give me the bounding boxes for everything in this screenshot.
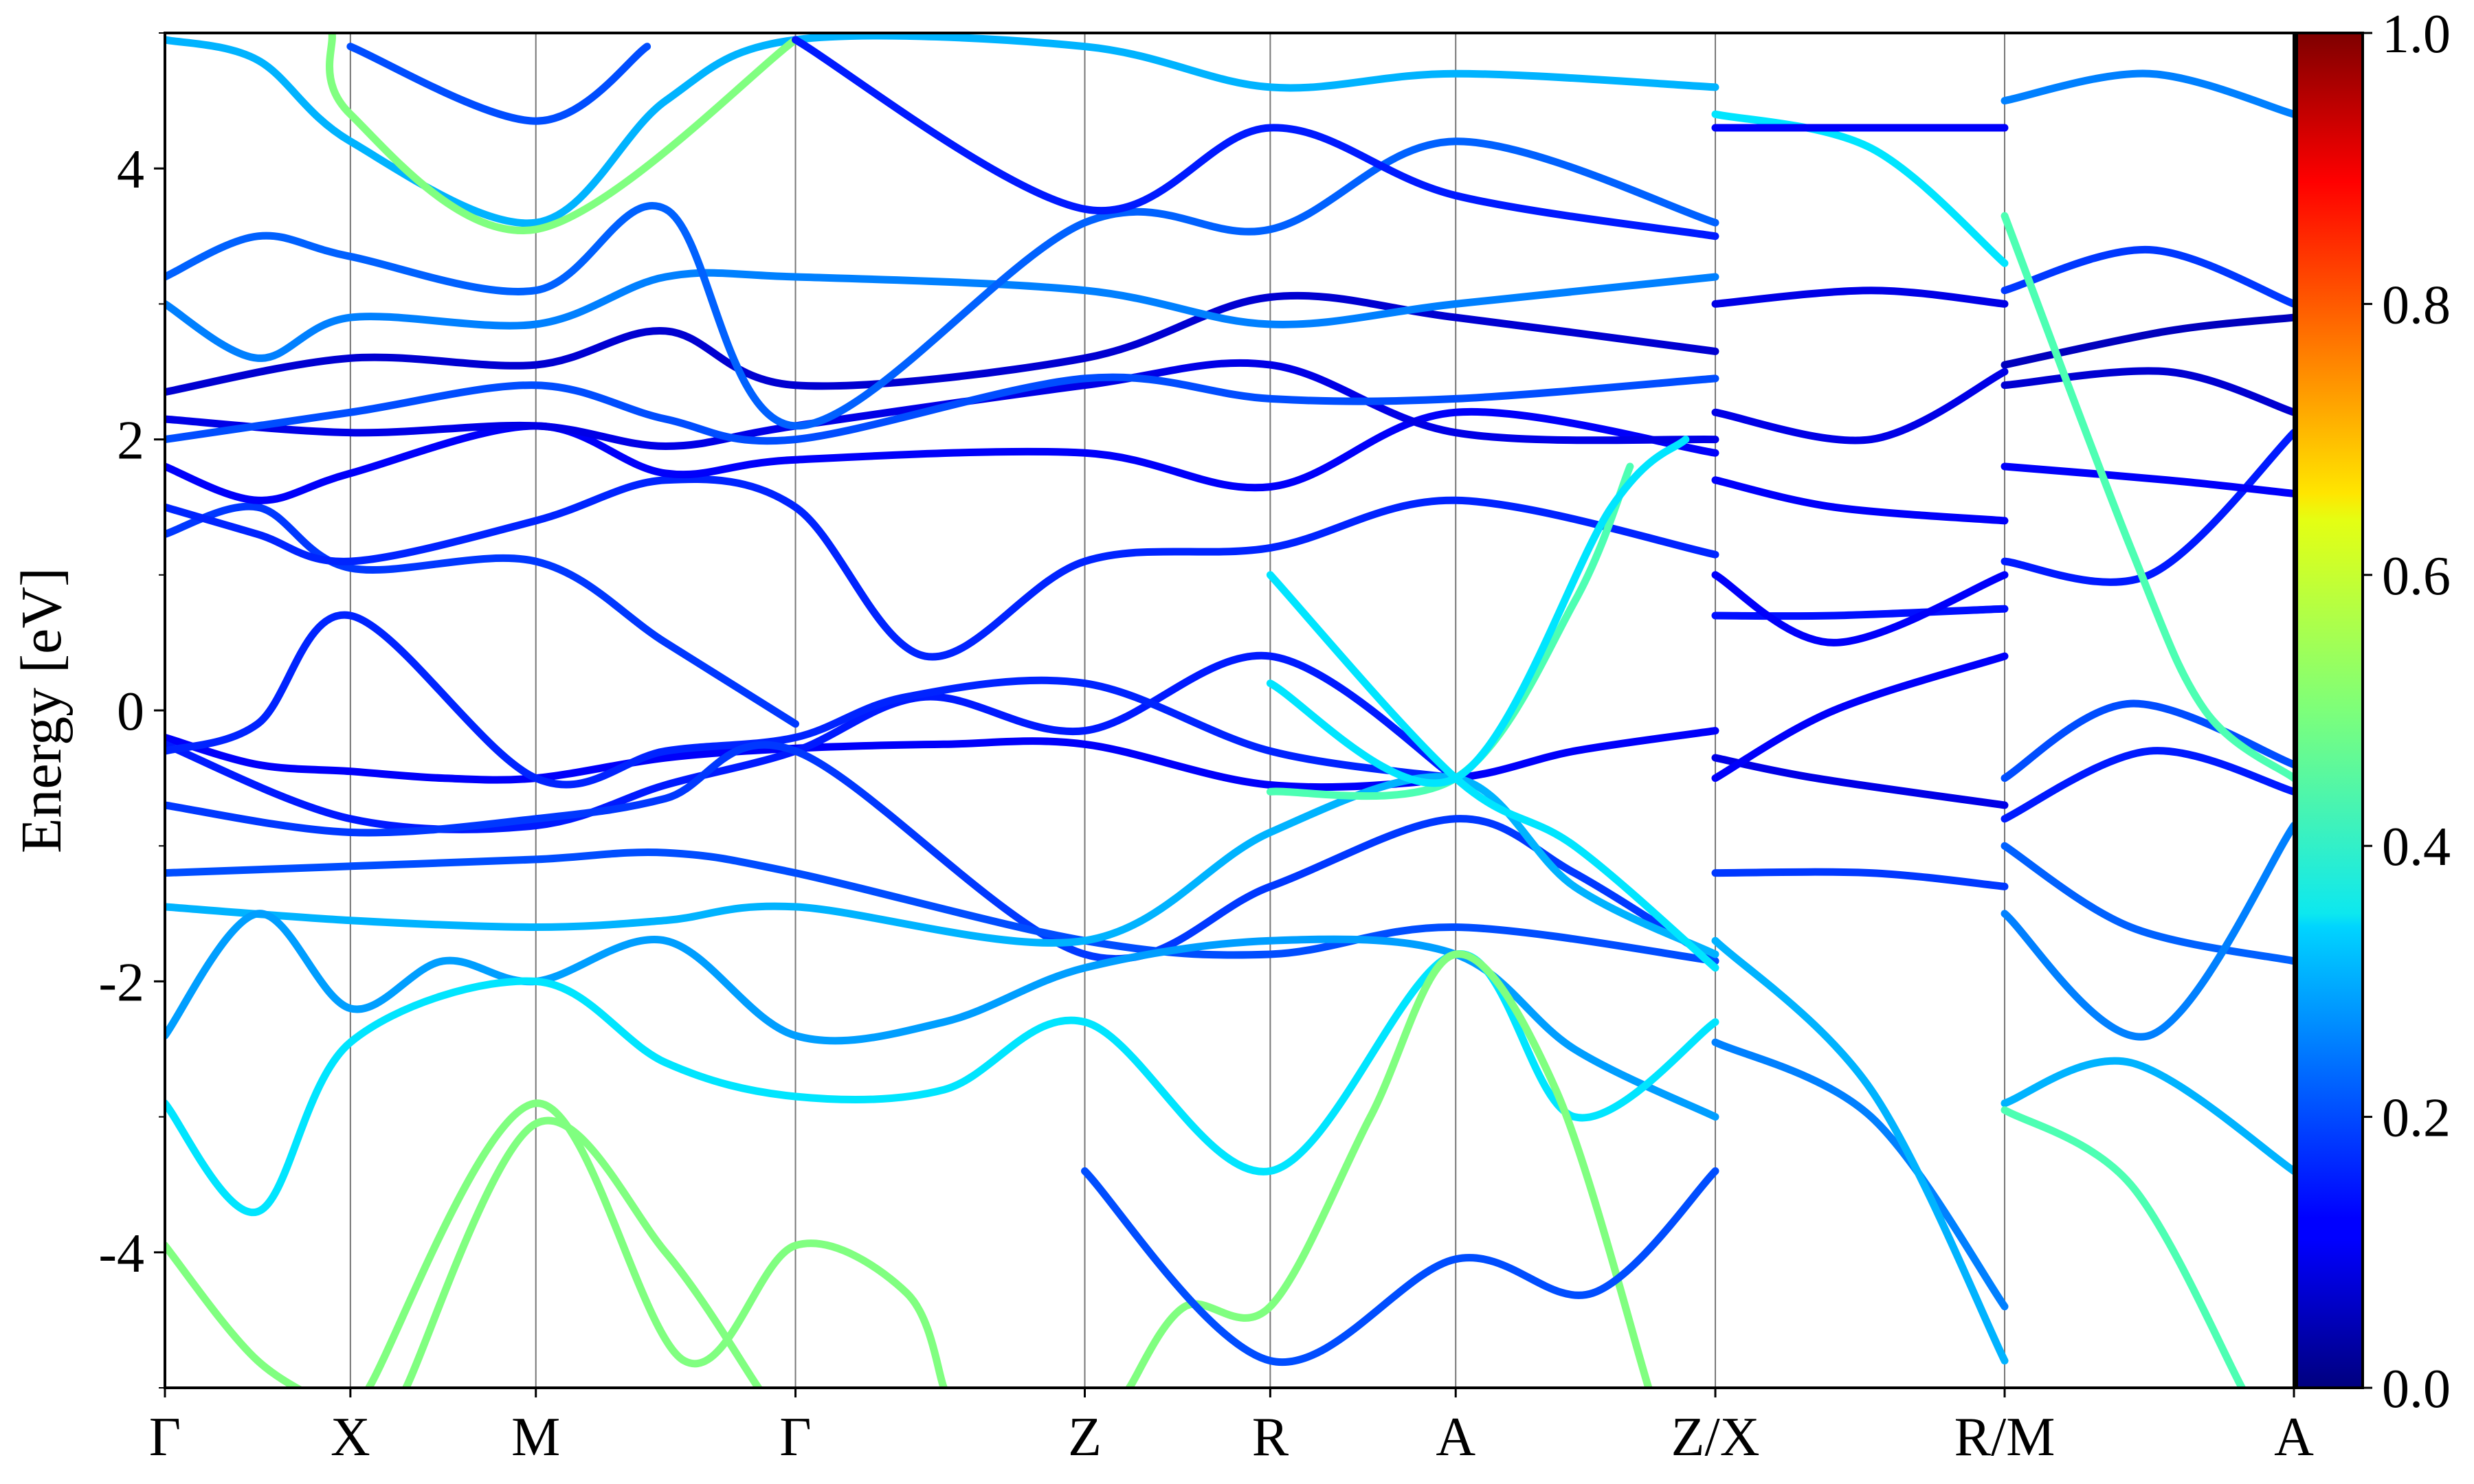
colorbar-tick-label: 0.2 xyxy=(2382,1088,2451,1149)
band-line xyxy=(402,1116,763,1388)
x-tick-label: M xyxy=(511,1407,560,1468)
band-line xyxy=(165,407,1719,504)
band-line xyxy=(165,741,1719,965)
band-line xyxy=(165,291,1719,396)
band-line xyxy=(2001,69,2294,118)
y-tick-label: 4 xyxy=(117,139,144,200)
band-line xyxy=(1266,571,1719,972)
band-line xyxy=(165,848,1719,965)
band-lines xyxy=(165,33,2294,1388)
y-tick-label: -4 xyxy=(98,1224,144,1284)
colorbar-tick-label: 0.6 xyxy=(2382,546,2451,607)
colorbar-ticks: 0.0 0.2 0.4 0.6 0.8 1.0 xyxy=(2363,4,2451,1419)
band-line xyxy=(165,373,1719,445)
band-line xyxy=(1711,605,2009,620)
band-line xyxy=(2001,1106,2246,1388)
x-tick-label: Z/X xyxy=(1671,1407,1760,1468)
band-line xyxy=(1711,936,2009,1365)
band-line xyxy=(792,36,1719,240)
x-tick-label: R xyxy=(1252,1407,1289,1468)
band-line xyxy=(165,137,1719,430)
colorbar-tick-label: 0.8 xyxy=(2382,275,2451,335)
colorbar xyxy=(2295,32,2364,1389)
band-line xyxy=(1711,110,2009,267)
colorbar-tick-label: 0.4 xyxy=(2382,817,2451,877)
band-line xyxy=(1711,754,2009,809)
band-line xyxy=(2001,699,2294,783)
band-line xyxy=(365,1099,948,1388)
band-line xyxy=(2001,842,2294,965)
band-line xyxy=(165,33,1719,227)
band-line xyxy=(165,475,1719,661)
band-line xyxy=(2001,313,2294,369)
y-axis-ticks: 4 2 0 -2 -4 xyxy=(98,32,165,1389)
band-line xyxy=(2001,212,2294,783)
band-line xyxy=(165,269,1719,362)
x-tick-label: Γ xyxy=(149,1407,181,1468)
band-line xyxy=(1711,1038,2009,1311)
band-line xyxy=(2001,367,2294,416)
x-tick-label: Γ xyxy=(779,1407,811,1468)
colorbar-tick-label: 1.0 xyxy=(2382,4,2451,65)
band-line xyxy=(1711,286,2009,308)
band-line xyxy=(326,33,799,234)
x-tick-label: A xyxy=(2274,1407,2314,1468)
band-line xyxy=(165,359,1719,450)
band-line xyxy=(1711,652,2009,783)
band-line xyxy=(2001,1057,2294,1175)
band-line xyxy=(346,43,651,125)
y-tick-label: -2 xyxy=(98,952,144,1013)
band-line xyxy=(1711,476,2009,525)
band-line xyxy=(1711,368,2009,445)
y-axis-label: Energy [eV] xyxy=(10,567,74,853)
band-line xyxy=(165,502,799,728)
x-tick-label: X xyxy=(331,1407,370,1468)
x-tick-label: Z xyxy=(1068,1407,1102,1468)
x-tick-label: R/M xyxy=(1954,1407,2055,1468)
band-line xyxy=(165,1241,304,1388)
band-line xyxy=(1125,950,1653,1388)
band-line xyxy=(1266,436,1690,787)
y-tick-label: 0 xyxy=(117,682,144,742)
band-line xyxy=(2001,429,2294,586)
band-line xyxy=(165,611,1460,789)
band-line xyxy=(2001,245,2294,308)
x-axis-ticks: Γ X M Γ Z R A Z/X R/M A xyxy=(149,1388,2314,1468)
high-symmetry-lines xyxy=(349,33,2006,1388)
band-line xyxy=(165,651,1460,833)
y-tick-label: 2 xyxy=(117,411,144,471)
band-line xyxy=(1711,868,2009,890)
band-line xyxy=(1266,462,1634,800)
band-line xyxy=(2001,462,2294,497)
band-line xyxy=(2001,822,2294,1041)
band-line xyxy=(1711,571,2009,647)
band-line xyxy=(2001,747,2294,823)
x-tick-label: A xyxy=(1436,1407,1475,1468)
band-line xyxy=(1081,1167,1719,1367)
colorbar-tick-label: 0.0 xyxy=(2382,1359,2451,1419)
